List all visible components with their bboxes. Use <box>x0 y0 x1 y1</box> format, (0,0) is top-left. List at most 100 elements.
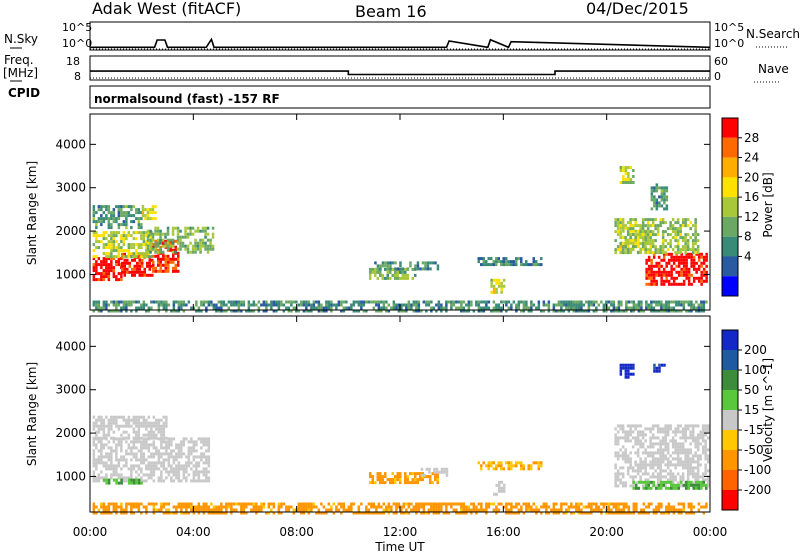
noise-axis-top-tick: 10^5 <box>62 21 92 34</box>
colorbar-tick-label: 12 <box>744 210 759 224</box>
colorbar-frame <box>721 329 739 511</box>
colorbar-swatch <box>722 256 738 277</box>
colorbar-tick-label: 24 <box>744 151 759 165</box>
noise-axis-top-tick-right: 10^5 <box>714 21 744 34</box>
power-colorbar-label: Power [dB] <box>761 172 775 237</box>
heatmap-region <box>369 472 439 485</box>
y-tick-label: 1000 <box>55 267 86 281</box>
heatmap-region <box>92 205 143 230</box>
heatmap-region <box>92 502 708 515</box>
power-panel: 4000 3000 2000 1000 Slant Range [km] <box>25 113 711 313</box>
heatmap-region <box>146 226 215 254</box>
freq-axis-tick-top: 18 <box>66 55 80 68</box>
date-title: 04/Dec/2015 <box>586 0 689 18</box>
heatmap-region <box>477 461 543 471</box>
velocity-ylabel: Slant Range [km] <box>25 362 39 466</box>
heatmap-region <box>614 424 710 488</box>
x-tick-label: 00:00 <box>693 525 728 539</box>
colorbar-swatch <box>722 430 738 450</box>
colorbar-swatch <box>722 118 738 138</box>
colorbar-tick-label: 16 <box>744 190 759 204</box>
freq-panel: 18 8 60 0 <box>66 55 728 83</box>
noise-axis-bottom-tick-right: 10^0 <box>714 37 744 50</box>
nave-axis-tick-bottom: 0 <box>714 70 721 83</box>
colorbar-tick-label: 8 <box>744 230 752 244</box>
colorbar-tick-label: 200 <box>744 343 767 357</box>
x-tick-label: 04:00 <box>176 525 211 539</box>
heatmap-region <box>490 278 506 294</box>
heatmap-region <box>653 363 666 373</box>
freq-label-line2: [MHz] <box>3 66 38 80</box>
heatmap-region <box>614 218 700 255</box>
y-tick-label: 3000 <box>55 181 86 195</box>
colorbar-swatch <box>722 276 738 296</box>
colorbar-swatch <box>722 216 738 237</box>
colorbar-tick-label: -100 <box>744 463 771 477</box>
noise-series-line <box>90 37 711 49</box>
heatmap-region <box>619 363 635 379</box>
heatmap-region <box>477 257 543 267</box>
colorbar-swatch <box>722 137 738 158</box>
colorbar-swatch <box>722 177 738 198</box>
heatmap-region <box>92 300 708 313</box>
y-tick-label: 4000 <box>55 339 86 353</box>
station-title: Adak West (fitACF) <box>92 0 241 18</box>
heatmap-region <box>374 261 440 271</box>
x-tick-label: 20:00 <box>589 525 624 539</box>
y-tick-label: 1000 <box>55 469 86 483</box>
x-tick-label: 16:00 <box>486 525 521 539</box>
x-tick-label: 08:00 <box>279 525 314 539</box>
colorbar-tick-label: 20 <box>744 170 759 184</box>
noise-axis-bottom-tick: 10^0 <box>62 37 92 50</box>
heatmap-region <box>92 257 123 282</box>
freq-label-line1: Freq. <box>4 53 34 67</box>
y-tick-label: 2000 <box>55 224 86 238</box>
colorbar-swatch <box>722 450 738 470</box>
colorbar-swatch <box>722 330 738 350</box>
colorbar-swatch <box>722 410 738 430</box>
colorbar-tick-label: -50 <box>744 443 764 457</box>
colorbar-tick-label: 4 <box>744 249 752 263</box>
colorbar-swatch <box>722 350 738 370</box>
x-tick-label: 00:00 <box>73 525 108 539</box>
y-tick-label: 3000 <box>55 383 86 397</box>
nsearch-label: N.Search <box>746 27 800 41</box>
heatmap-region <box>632 480 708 490</box>
y-tick-label: 4000 <box>55 137 86 151</box>
heatmap-region <box>102 478 143 485</box>
y-tick-label: 2000 <box>55 426 86 440</box>
cpid-label: CPID <box>8 86 40 100</box>
cpid-panel: normalsound (fast) -157 RF <box>89 85 711 109</box>
colorbar-tick-label: 100 <box>744 363 767 377</box>
heatmap-region <box>619 166 635 184</box>
velocity-panel: 4000 3000 2000 1000 Slant Range [km] <box>25 315 711 515</box>
noise-panel: 10^5 10^0 10^5 10^0 <box>62 21 744 51</box>
colorbar-swatch <box>722 197 738 217</box>
heatmap-region <box>369 267 417 280</box>
heatmap-region <box>645 252 708 286</box>
nave-axis-tick-top: 60 <box>714 55 728 68</box>
colorbar-swatch <box>722 470 738 490</box>
beam-title: Beam 16 <box>355 2 427 21</box>
heatmap-region <box>650 183 669 211</box>
colorbar-tick-label: -15 <box>744 423 764 437</box>
colorbar-tick-label: 28 <box>744 131 759 145</box>
velocity-colorbar: 200 100 50 15 -15 -50 -100 -200 <box>721 329 771 511</box>
heatmap-region <box>420 467 449 477</box>
colorbar-tick-label: -200 <box>744 483 771 497</box>
heatmap-region <box>141 205 157 221</box>
heatmap-region <box>92 415 168 440</box>
colorbar-swatch <box>722 390 738 410</box>
colorbar-frame <box>721 117 739 297</box>
heatmap-region <box>92 437 211 483</box>
x-axis-label: Time UT <box>374 540 425 554</box>
colorbar-tick-label: 50 <box>744 383 759 397</box>
velocity-colorbar-label-text: Velocity [m s^-1] <box>761 358 775 462</box>
power-ylabel: Slant Range [km] <box>25 161 39 265</box>
nsky-label: N.Sky <box>4 32 38 46</box>
freq-series-line <box>90 70 710 76</box>
freq-axis-tick-bottom: 8 <box>74 70 81 83</box>
colorbar-swatch <box>722 236 738 257</box>
colorbar-tick-label: 15 <box>744 403 759 417</box>
